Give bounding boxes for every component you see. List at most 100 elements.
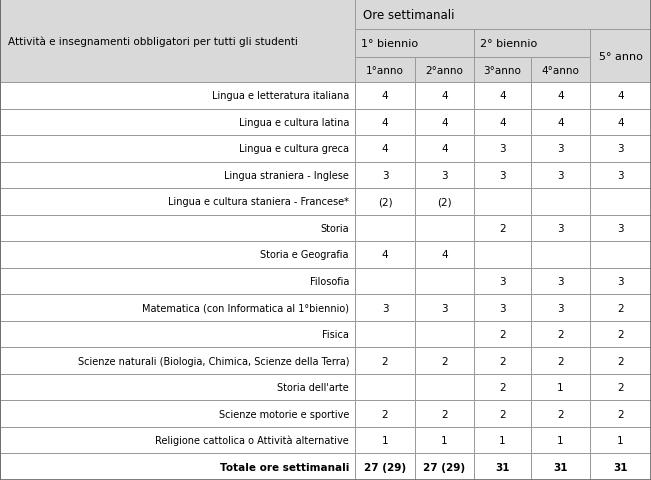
Bar [590,136,651,162]
Bar [474,427,531,454]
Text: 4: 4 [381,250,388,260]
Bar [531,58,590,83]
Bar [531,189,590,215]
Bar [355,0,651,30]
Bar [531,348,590,374]
Bar [531,268,590,295]
Text: 2: 2 [381,409,388,419]
Text: 1° biennio: 1° biennio [361,39,418,49]
Bar [531,136,590,162]
Text: 4: 4 [617,118,624,128]
Text: 2: 2 [499,409,506,419]
Bar [355,268,415,295]
Bar [474,242,531,268]
Text: 2: 2 [617,356,624,366]
Bar [474,215,531,242]
Bar [531,321,590,348]
Text: 3: 3 [557,303,564,313]
Bar [531,109,590,136]
Bar [590,321,651,348]
Text: 4: 4 [381,144,388,154]
Text: 31: 31 [553,462,568,472]
Bar [531,401,590,427]
Text: 1: 1 [441,435,448,445]
Text: 2: 2 [617,303,624,313]
Bar [355,374,415,401]
Bar [355,162,415,189]
Bar [590,189,651,215]
Text: 4: 4 [557,118,564,128]
Text: 4: 4 [381,91,388,101]
Bar [0,454,355,480]
Text: 1: 1 [499,435,506,445]
Bar [0,401,355,427]
Bar [531,295,590,321]
Text: 3: 3 [557,144,564,154]
Bar [0,348,355,374]
Text: 3: 3 [499,276,506,287]
Text: 2: 2 [441,356,448,366]
Bar [415,295,474,321]
Bar [0,268,355,295]
Text: Lingua e cultura staniera - Francese*: Lingua e cultura staniera - Francese* [168,197,349,207]
Bar [531,162,590,189]
Text: 3: 3 [557,170,564,180]
Text: 27 (29): 27 (29) [364,462,406,472]
Text: (2): (2) [378,197,393,207]
Text: 4°anno: 4°anno [542,65,579,75]
Bar [590,268,651,295]
Text: 2: 2 [617,329,624,339]
Bar [355,109,415,136]
Text: 3°anno: 3°anno [484,65,521,75]
Text: 31: 31 [495,462,510,472]
Text: 1: 1 [557,383,564,392]
Bar [355,295,415,321]
Text: Matematica (con Informatica al 1°biennio): Matematica (con Informatica al 1°biennio… [142,303,349,313]
Text: 2: 2 [557,409,564,419]
Text: Scienze motorie e sportive: Scienze motorie e sportive [219,409,349,419]
Text: 4: 4 [441,250,448,260]
Text: 31: 31 [613,462,628,472]
Bar [590,242,651,268]
Text: 2: 2 [499,329,506,339]
Text: 4: 4 [381,118,388,128]
Bar [415,242,474,268]
Bar [0,427,355,454]
Bar [0,321,355,348]
Bar [474,374,531,401]
Text: 2: 2 [617,383,624,392]
Text: Fisica: Fisica [322,329,349,339]
Bar [415,268,474,295]
Text: 5° anno: 5° anno [598,51,643,61]
Text: 3: 3 [617,224,624,233]
Bar [474,162,531,189]
Bar [590,215,651,242]
Bar [355,242,415,268]
Text: 4: 4 [441,118,448,128]
Bar [355,321,415,348]
Bar [355,136,415,162]
Text: (2): (2) [437,197,452,207]
Bar [415,401,474,427]
Text: 3: 3 [617,144,624,154]
Bar [474,58,531,83]
Bar [474,189,531,215]
Text: 2: 2 [441,409,448,419]
Bar [590,162,651,189]
Text: 2°anno: 2°anno [426,65,464,75]
Bar [355,427,415,454]
Text: Storia: Storia [320,224,349,233]
Text: Scienze naturali (Biologia, Chimica, Scienze della Terra): Scienze naturali (Biologia, Chimica, Sci… [77,356,349,366]
Text: Attività e insegnamenti obbligatori per tutti gli studenti: Attività e insegnamenti obbligatori per … [8,36,298,47]
Text: 3: 3 [499,144,506,154]
Bar [355,215,415,242]
Bar [0,295,355,321]
Text: 2: 2 [557,329,564,339]
Text: 3: 3 [557,276,564,287]
Bar [590,427,651,454]
Bar [474,109,531,136]
Bar [531,374,590,401]
Text: 2: 2 [499,356,506,366]
Bar [474,348,531,374]
Text: 3: 3 [499,170,506,180]
